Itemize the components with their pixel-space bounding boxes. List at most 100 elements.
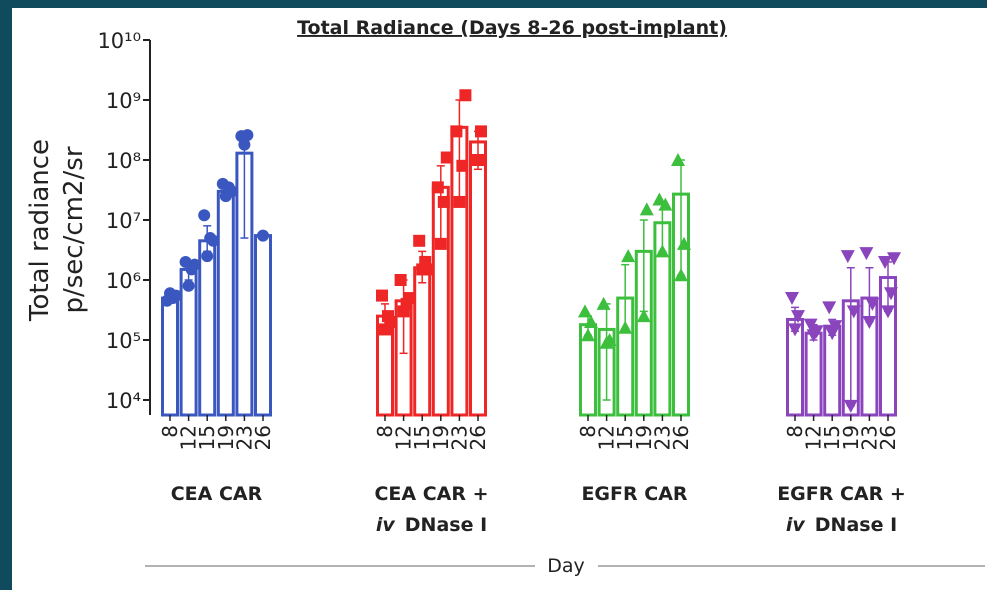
x-tick-label: 26 — [466, 425, 490, 450]
chart-title: Total Radiance (Days 8-26 post-implant) — [297, 17, 727, 39]
x-tick-label: 8 — [158, 425, 182, 438]
data-point — [179, 255, 192, 268]
data-point — [472, 154, 484, 166]
data-point — [225, 185, 238, 198]
data-point — [674, 268, 688, 282]
group-label: CEA CAR + — [374, 483, 488, 505]
group-label: EGFR CAR — [581, 483, 687, 505]
data-point — [840, 250, 855, 264]
data-point — [881, 305, 895, 319]
data-point — [859, 247, 874, 261]
data-point — [198, 209, 211, 222]
x-tick-label: 26 — [251, 425, 275, 450]
data-point — [581, 328, 595, 342]
x-axis-label: Day — [547, 555, 585, 577]
data-point — [809, 325, 824, 339]
data-point — [639, 202, 654, 216]
data-point — [862, 315, 877, 329]
x-tick-label: 15 — [613, 425, 637, 450]
data-point — [822, 301, 837, 315]
data-point — [385, 315, 397, 328]
data-point — [188, 258, 201, 271]
y-tick-label: 10¹⁰ — [97, 29, 141, 53]
data-point — [843, 399, 858, 413]
x-tick-label: 19 — [429, 425, 453, 450]
agent: DNase I — [815, 514, 897, 536]
x-tick-label: 23 — [650, 425, 674, 450]
group-label-line: iv DNase I — [786, 514, 897, 536]
data-point — [584, 314, 598, 328]
x-tick-label: 12 — [802, 425, 826, 450]
data-point — [602, 333, 617, 346]
data-point — [216, 177, 229, 190]
group-label: CEA CAR — [171, 483, 263, 505]
data-point — [235, 130, 248, 143]
x-tick-label: 19 — [839, 425, 863, 450]
data-point — [257, 229, 269, 242]
data-point — [803, 318, 818, 332]
data-point — [884, 287, 898, 301]
x-tick-label: 23 — [857, 425, 881, 450]
data-point — [652, 192, 667, 206]
data-point — [403, 292, 416, 305]
data-point — [161, 294, 173, 307]
y-tick-label: 10⁹ — [106, 89, 141, 113]
data-point — [422, 263, 435, 276]
y-tick-label: 10⁸ — [106, 149, 141, 173]
y-axis-label: p/sec/cm2/sr — [59, 146, 89, 313]
x-tick-label: 26 — [669, 425, 693, 450]
data-point — [618, 320, 633, 334]
route: iv — [376, 514, 396, 536]
y-tick-label: 10⁴ — [106, 389, 141, 413]
data-point — [578, 304, 592, 318]
x-tick-label: 12 — [595, 425, 619, 450]
x-tick-label: 15 — [195, 425, 219, 450]
y-tick-label: 10⁵ — [106, 329, 141, 353]
data-point — [170, 289, 182, 302]
data-point — [677, 236, 691, 250]
x-tick-label: 23 — [447, 425, 471, 450]
data-point — [636, 309, 651, 323]
data-point — [785, 292, 799, 306]
x-tick-label: 12 — [177, 425, 201, 450]
data-point — [596, 296, 611, 310]
agent: DNase I — [405, 514, 487, 536]
group-label: EGFR CAR + — [777, 483, 906, 505]
route: iv — [786, 514, 806, 536]
x-tick-label: 15 — [410, 425, 434, 450]
data-point — [434, 237, 447, 250]
group-label-line: iv DNase I — [376, 514, 487, 536]
data-point — [878, 255, 892, 269]
y-tick-label: 10⁷ — [106, 209, 141, 233]
data-point — [475, 125, 487, 138]
data-point — [846, 305, 861, 319]
y-tick-label: 10⁶ — [106, 269, 141, 293]
data-point — [456, 159, 469, 172]
data-point — [887, 252, 901, 266]
data-point — [621, 249, 636, 263]
data-point — [431, 181, 444, 194]
x-tick-label: 8 — [373, 425, 397, 438]
x-tick-label: 19 — [632, 425, 656, 450]
data-point — [440, 151, 453, 164]
data-point — [413, 234, 426, 247]
data-point — [182, 279, 195, 292]
y-axis-label: Total radiance — [25, 139, 55, 322]
data-point — [437, 195, 450, 208]
data-point — [865, 297, 880, 311]
data-point — [671, 153, 685, 166]
x-tick-label: 19 — [214, 425, 238, 450]
x-tick-label: 12 — [392, 425, 416, 450]
data-point — [376, 289, 388, 302]
data-point — [201, 250, 214, 263]
data-point — [459, 89, 472, 102]
data-point — [207, 234, 220, 247]
data-point — [450, 125, 463, 138]
x-tick-label: 8 — [783, 425, 807, 438]
data-point — [788, 323, 802, 337]
x-tick-label: 23 — [232, 425, 256, 450]
data-point — [453, 195, 466, 208]
data-point — [828, 320, 843, 334]
x-tick-label: 26 — [876, 425, 900, 450]
